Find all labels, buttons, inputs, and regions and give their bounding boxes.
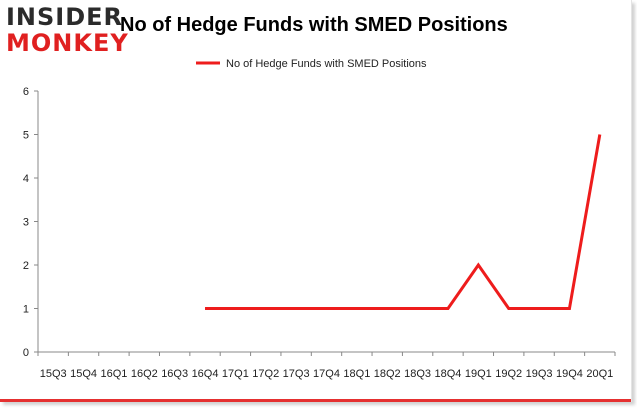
x-tick-label: 17Q3 — [283, 368, 310, 380]
x-tick-label: 15Q4 — [70, 368, 97, 380]
chart-series — [204, 134, 602, 310]
series-line — [205, 134, 602, 310]
x-tick-label: 19Q4 — [556, 368, 583, 380]
line-chart: No of Hedge Funds with SMED Positions 01… — [23, 58, 616, 380]
x-tick-label: 17Q4 — [313, 368, 340, 380]
chart-axes — [37, 91, 615, 353]
y-tick-label: 0 — [23, 347, 29, 359]
x-tick-label: 16Q3 — [161, 368, 188, 380]
y-axis-ticks: 0 1 2 3 4 5 6 — [23, 86, 38, 359]
x-tick-label: 18Q2 — [374, 368, 401, 380]
y-tick-label: 1 — [23, 304, 29, 316]
bottom-accent-bar — [0, 399, 631, 402]
insider-monkey-logo: INSIDER MONKEY — [6, 4, 128, 58]
chart-title: No of Hedge Funds with SMED Positions — [120, 14, 508, 36]
y-tick-label: 3 — [23, 217, 29, 229]
x-tick-label: 16Q2 — [131, 368, 158, 380]
y-tick-label: 5 — [23, 130, 29, 142]
y-tick-label: 2 — [23, 260, 29, 272]
logo-line-1: INSIDER — [6, 3, 124, 31]
x-tick-label: 17Q2 — [252, 368, 279, 380]
x-tick-label: 20Q1 — [586, 368, 613, 380]
x-tick-label: 16Q1 — [100, 368, 127, 380]
chart-legend: No of Hedge Funds with SMED Positions — [196, 58, 427, 70]
x-tick-label: 16Q4 — [192, 368, 219, 380]
legend-label: No of Hedge Funds with SMED Positions — [226, 58, 427, 70]
x-tick-label: 19Q1 — [465, 368, 492, 380]
y-tick-label: 4 — [23, 173, 29, 185]
chart-frame: INSIDER MONKEY No of Hedge Funds with SM… — [0, 0, 632, 402]
x-axis-ticks: 15Q3 15Q4 16Q1 16Q2 16Q3 16Q4 17Q1 17Q2 17Q3 17Q4… — [37, 352, 616, 380]
x-tick-label: 18Q3 — [404, 368, 431, 380]
y-tick-label: 6 — [23, 86, 29, 98]
x-tick-label: 15Q3 — [40, 368, 67, 380]
x-tick-label: 19Q2 — [495, 368, 522, 380]
x-tick-label: 19Q3 — [526, 368, 553, 380]
logo-line-2: MONKEY — [6, 29, 129, 57]
x-tick-label: 18Q1 — [343, 368, 370, 380]
x-tick-label: 18Q4 — [435, 368, 462, 380]
x-tick-label: 17Q1 — [222, 368, 249, 380]
